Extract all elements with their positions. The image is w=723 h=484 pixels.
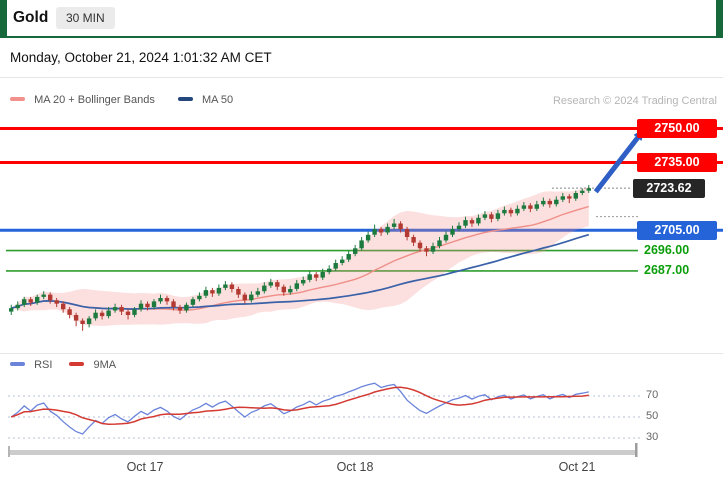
ma50-swatch (177, 97, 193, 102)
rsi-label: RSI (34, 359, 53, 371)
overlay-legend: MA 20 + Bollinger Bands MA 50 Research ©… (10, 94, 717, 108)
last-price-badge: 2723.62 (633, 178, 705, 198)
rsi-tick-30: 30 (646, 431, 659, 443)
x-axis-label-oct18: Oct 18 (336, 460, 374, 474)
separator-top (0, 77, 723, 78)
ma20-line (11, 205, 589, 311)
instrument-title: Gold (13, 9, 49, 26)
scrollbar-right-cap (635, 443, 638, 457)
x-axis-label-oct17: Oct 17 (126, 460, 164, 474)
rsi-ma-line (10, 386, 589, 425)
header-accent-left (0, 0, 7, 38)
ma50-line (10, 233, 590, 310)
header: Gold 30 MIN (0, 0, 723, 38)
separator-rsi (0, 353, 723, 354)
rsi-tick-50: 50 (646, 410, 659, 422)
copyright-text: Research © 2024 Trading Central (552, 95, 717, 107)
ma50-label: MA 50 (201, 94, 234, 106)
ma20-bollinger-swatch (10, 97, 25, 102)
level-label-2696.00: 2696.00 (644, 243, 690, 258)
rsi-tick-70: 70 (646, 389, 659, 401)
header-accent-right (716, 0, 723, 38)
rsi-swatch (10, 362, 25, 367)
rsi-line (10, 382, 589, 435)
ma20-bollinger-label: MA 20 + Bollinger Bands (34, 94, 155, 106)
timeframe-badge[interactable]: 30 MIN (56, 7, 115, 29)
candlesticks (9, 185, 591, 331)
bollinger-band (11, 186, 589, 326)
rsi-legend: RSI 9MA (10, 359, 136, 373)
level-label-2750.00: 2750.00 (637, 119, 717, 139)
level-label-2735.00: 2735.00 (637, 152, 717, 172)
x-axis-label-oct21: Oct 21 (558, 460, 596, 474)
rsi-ma-label: 9MA (93, 359, 117, 371)
rsi-ma-swatch (69, 362, 85, 367)
chart-scrollbar[interactable] (8, 450, 637, 455)
chart-datetime: Monday, October 21, 2024 1:01:32 AM CET (10, 50, 272, 65)
level-label-2687.00: 2687.00 (644, 263, 690, 278)
level-label-2705.00: 2705.00 (637, 220, 717, 240)
